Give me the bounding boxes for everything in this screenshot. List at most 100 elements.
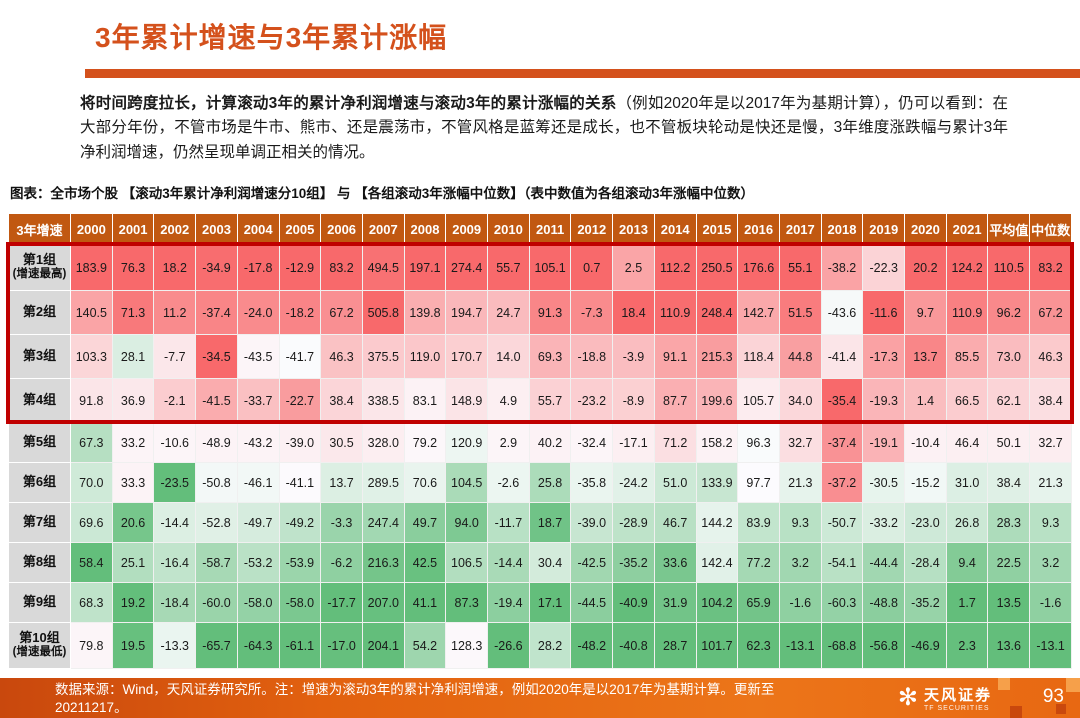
table-col-header: 2014 [653,213,697,245]
table-cell: 4.9 [487,378,530,423]
table-cell: -56.8 [862,622,906,669]
table-cell: 70.6 [403,462,447,503]
table-col-header: 2017 [778,213,822,245]
table-cell: 96.3 [737,422,780,463]
table-cell: -64.3 [236,622,280,669]
table-cell: -58.7 [195,542,238,583]
table-cell: -24.0 [236,290,280,335]
table-cell: -13.3 [153,622,197,669]
table-cell: 25.8 [528,462,572,503]
table-cell: -54.1 [820,542,864,583]
table-cell: -3.3 [320,502,363,543]
table-cell: 1.4 [904,378,947,423]
table-cell: 87.7 [653,378,697,423]
table-cell: -52.8 [195,502,238,543]
table-col-header: 2011 [528,213,572,245]
logo-name-en: TF SECURITIES [923,705,990,712]
table-row: 第8组 58.4 25.1 -16.4 -58.7 -53.2 -53.9 -6.2 216.3… [8,542,1072,583]
table-cell: 83.9 [737,502,780,543]
table-cell: 38.4 [1029,378,1072,423]
table-cell: 41.1 [403,582,447,623]
logo-name-cn: 天风证券 [923,687,992,704]
table-cell: 42.5 [403,542,447,583]
table-cell: -23.2 [570,378,614,423]
table-cell: 13.7 [904,334,947,379]
table-cell: -6.2 [320,542,363,583]
row-label: 第5组 [8,422,71,463]
table-cell: -28.9 [612,502,655,543]
table-cell: 51.5 [778,290,822,335]
table-cell: 71.3 [111,290,155,335]
table-cell: 69.3 [528,334,572,379]
table-cell: -7.3 [570,290,614,335]
table-cell: 204.1 [361,622,405,669]
table-cell: 17.1 [528,582,572,623]
table-cell: -17.0 [320,622,363,669]
table-cell: -15.2 [904,462,947,503]
row-label: 第7组 [8,502,71,543]
table-cell: 28.1 [111,334,155,379]
table-row: 第2组 140.5 71.3 11.2 -37.4 -24.0 -18.2 67.2 505.8… [8,290,1072,335]
table-cell: -2.6 [487,462,530,503]
table-cell: -50.7 [820,502,864,543]
table-cell: -58.0 [278,582,322,623]
table-cell: -42.5 [570,542,614,583]
table-cell: 38.4 [320,378,363,423]
table-cell: -34.9 [195,244,238,291]
table-cell: -33.7 [236,378,280,423]
table-col-header: 2013 [612,213,655,245]
table-cell: 49.7 [403,502,447,543]
table-cell: 50.1 [987,422,1031,463]
table-col-header: 2006 [320,213,363,245]
heatmap-table-container: 3年增速 2000 2001 2002 2003 2004 2005 2006 2007 2008… [6,213,1074,669]
mosaic-decoration [1010,706,1022,718]
table-cell: 54.2 [403,622,447,669]
table-col-header: 2018 [820,213,864,245]
table-cell: 62.3 [737,622,780,669]
table-cell: 83.2 [1029,244,1072,291]
table-cell: 11.2 [153,290,197,335]
table-cell: -49.2 [278,502,322,543]
table-cell: -41.4 [820,334,864,379]
table-cell: 55.7 [528,378,572,423]
table-cell: 20.6 [111,502,155,543]
table-cell: -38.2 [820,244,864,291]
table-cell: 505.8 [361,290,405,335]
table-col-header: 2021 [945,213,989,245]
table-col-header: 2020 [904,213,947,245]
table-cell: 83.2 [320,244,363,291]
table-cell: 94.0 [445,502,489,543]
table-cell: -40.8 [612,622,655,669]
table-cell: 22.5 [987,542,1031,583]
table-row: 第9组 68.3 19.2 -18.4 -60.0 -58.0 -58.0 -17.7 207.… [8,582,1072,623]
table-cell: 328.0 [361,422,405,463]
table-col-header: 2008 [403,213,447,245]
row-label: 第4组 [8,378,71,423]
table-col-header: 中位数 [1029,213,1072,245]
table-col-header: 2005 [278,213,322,245]
table-cell: -8.9 [612,378,655,423]
table-row: 第10组 (增速最低) 79.8 19.5 -13.3 -65.7 -64.3 -61.1 -1… [8,622,1072,669]
table-cell: 119.0 [403,334,447,379]
table-cell: -48.2 [570,622,614,669]
table-col-header: 2007 [361,213,405,245]
table-cell: 1.7 [945,582,989,623]
table-cell: 20.2 [904,244,947,291]
table-cell: -35.2 [612,542,655,583]
table-cell: 68.3 [70,582,113,623]
page-number: 93 [1042,686,1064,707]
table-cell: 148.9 [445,378,489,423]
table-cell: 70.0 [70,462,113,503]
table-cell: 106.5 [445,542,489,583]
table-cell: 247.4 [361,502,405,543]
table-cell: 104.2 [695,582,739,623]
table-col-header: 2001 [111,213,155,245]
table-cell: -37.4 [820,422,864,463]
table-cell: -19.3 [862,378,906,423]
table-cell: 120.9 [445,422,489,463]
table-cell: 158.2 [695,422,739,463]
table-cell: -35.4 [820,378,864,423]
table-cell: 62.1 [987,378,1031,423]
table-cell: 91.1 [653,334,697,379]
table-cell: -16.4 [153,542,197,583]
